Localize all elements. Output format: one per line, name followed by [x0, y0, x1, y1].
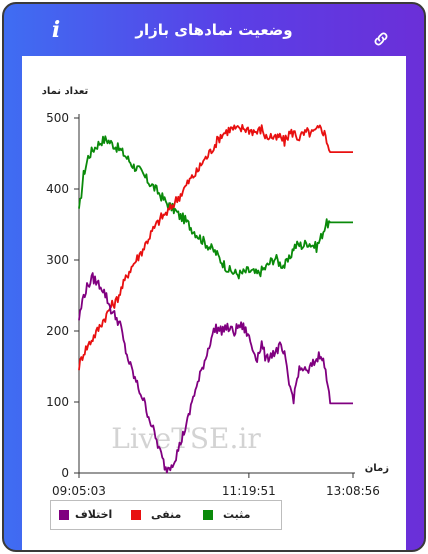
chart-card: LiveTSE.ir تعداد نماد زمان 0 100 200 300 400 50… [22, 56, 406, 550]
series-line-positive [78, 135, 353, 280]
series-line-negative [78, 124, 353, 371]
y-tick-label: 300 [46, 253, 69, 267]
x-axis-title: زمان [365, 463, 389, 474]
legend-label-positive: مثبت [223, 508, 251, 521]
y-tick-label: 500 [46, 111, 69, 125]
info-icon[interactable]: i [51, 17, 61, 43]
legend-item-difference[interactable]: اختلاف [51, 501, 117, 529]
x-tick-label: 13:08:56 [326, 484, 380, 496]
legend-label-negative: منفی [151, 508, 182, 521]
widget-header: وضعیت نمادهای بازار i [4, 4, 424, 56]
legend-item-positive[interactable]: مثبت [187, 501, 277, 529]
legend-label-difference: اختلاف [75, 508, 113, 521]
y-tick-label: 0 [61, 466, 69, 480]
x-tick-label: 11:19:51 [222, 484, 276, 496]
series-line-difference [78, 272, 353, 474]
x-tick-label: 09:05:03 [52, 484, 106, 496]
link-icon[interactable] [372, 30, 390, 48]
widget-title: وضعیت نمادهای بازار [135, 21, 293, 39]
legend-swatch-positive [203, 510, 213, 520]
y-tick-label: 100 [46, 395, 69, 409]
y-tick-label: 400 [46, 182, 69, 196]
legend-swatch-difference [59, 510, 69, 520]
legend-swatch-negative [131, 510, 141, 520]
y-tick-label: 200 [46, 324, 69, 338]
line-chart: تعداد نماد زمان 0 100 200 300 400 500 09:05:03 11… [42, 86, 390, 496]
y-axis-title: تعداد نماد [42, 86, 89, 97]
legend-item-negative[interactable]: منفی [117, 501, 187, 529]
chart-legend: مثبت منفی اختلاف [50, 500, 282, 530]
